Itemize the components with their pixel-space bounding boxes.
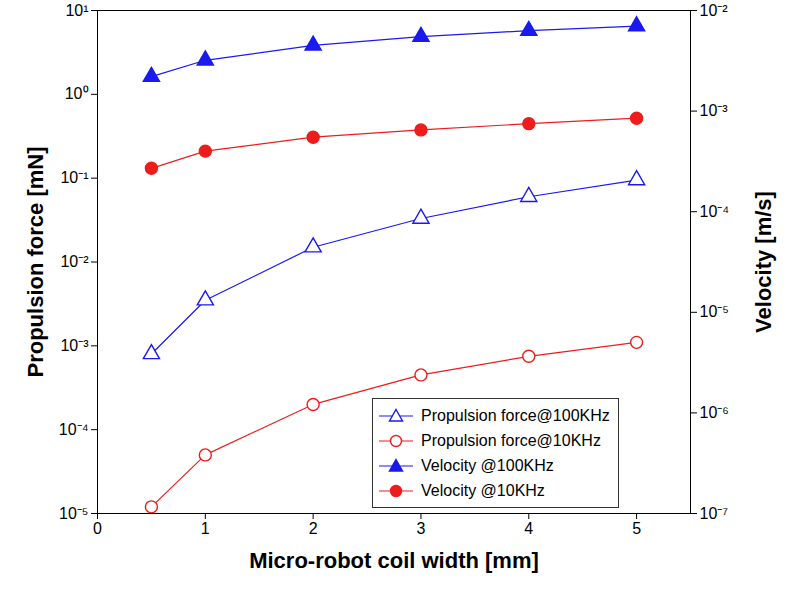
svg-text:0: 0 xyxy=(93,520,102,537)
svg-text:5: 5 xyxy=(632,520,641,537)
svg-text:10⁻⁴: 10⁻⁴ xyxy=(59,421,89,438)
svg-text:Micro-robot coil width [mm]: Micro-robot coil width [mm] xyxy=(249,548,539,573)
svg-text:10⁻²: 10⁻² xyxy=(60,253,89,270)
svg-text:4: 4 xyxy=(524,520,533,537)
svg-text:10⁻¹: 10⁻¹ xyxy=(60,169,88,186)
svg-text:10⁻⁷: 10⁻⁷ xyxy=(700,505,729,522)
svg-text:10⁻⁶: 10⁻⁶ xyxy=(700,404,729,421)
html-text:Propulsion force@10KHz: Propulsion force@10KHz xyxy=(421,431,601,449)
svg-text:10¹: 10¹ xyxy=(65,2,88,19)
svg-text:10⁻⁴: 10⁻⁴ xyxy=(700,203,730,220)
svg-text:10⁻³: 10⁻³ xyxy=(60,337,89,354)
svg-text:10⁻²: 10⁻² xyxy=(700,2,729,19)
svg-text:10⁻⁵: 10⁻⁵ xyxy=(59,505,88,522)
svg-text:3: 3 xyxy=(417,520,426,537)
html-text:Propulsion force@100KHz: Propulsion force@100KHz xyxy=(421,406,610,424)
html-text:Velocity @10KHz: Velocity @10KHz xyxy=(421,481,545,499)
svg-text:Propulsion force [mN]: Propulsion force [mN] xyxy=(23,146,48,377)
svg-text:10⁻⁵: 10⁻⁵ xyxy=(700,303,729,320)
svg-text:10⁰: 10⁰ xyxy=(65,85,89,102)
svg-text:2: 2 xyxy=(309,520,318,537)
svg-text:1: 1 xyxy=(201,520,210,537)
html-text:Velocity @100KHz: Velocity @100KHz xyxy=(421,456,554,474)
svg-text:Velocity [m/s]: Velocity [m/s] xyxy=(751,191,776,333)
svg-text:10⁻³: 10⁻³ xyxy=(700,102,729,119)
